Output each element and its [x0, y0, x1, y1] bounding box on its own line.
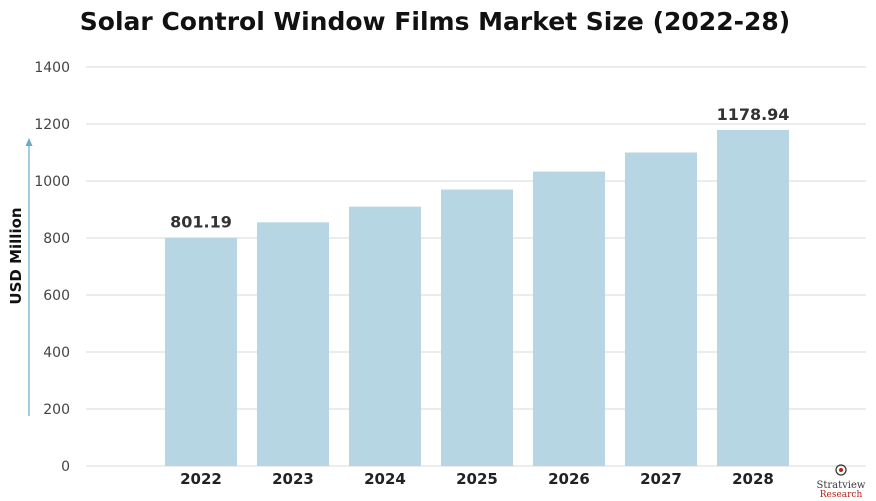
bar-2026 — [533, 171, 605, 466]
y-axis-label: USD Million — [7, 207, 25, 304]
bars — [165, 130, 789, 467]
y-tick-label: 1400 — [34, 60, 70, 76]
bar-2023 — [257, 222, 329, 466]
y-tick-label: 400 — [43, 345, 70, 361]
x-tick-label: 2023 — [272, 470, 314, 488]
bar-2028 — [717, 130, 789, 466]
bar-2024 — [349, 206, 421, 466]
x-tick-label: 2024 — [364, 470, 406, 488]
x-tick-label: 2028 — [732, 470, 774, 488]
x-tick-label: 2025 — [456, 470, 498, 488]
logo-icon — [835, 464, 847, 476]
bar-2022 — [165, 237, 237, 466]
bar-2025 — [441, 189, 513, 467]
data-labels: 801.19 1178.94 — [170, 105, 789, 232]
data-label: 801.19 — [170, 213, 232, 232]
logo-text-research: Research — [819, 490, 863, 500]
y-tick-label: 800 — [43, 231, 70, 247]
y-tick-label: 0 — [61, 459, 70, 475]
x-tick-label: 2022 — [180, 470, 222, 488]
logo-text-stratview: Stratview — [816, 480, 866, 491]
data-label: 1178.94 — [717, 105, 790, 124]
x-tick-label: 2027 — [640, 470, 682, 488]
y-axis-arrow — [25, 138, 33, 416]
x-axis-ticks: 2022 2023 2024 2025 2026 2027 2028 — [180, 470, 774, 488]
x-tick-label: 2026 — [548, 470, 590, 488]
stratview-logo: Stratview Research — [810, 462, 872, 500]
y-axis-ticks: 0 200 400 600 800 1000 1200 1400 — [34, 60, 70, 475]
y-tick-label: 200 — [43, 402, 70, 418]
bar-2027 — [625, 152, 697, 466]
y-tick-label: 1200 — [34, 117, 70, 133]
chart-title: Solar Control Window Films Market Size (… — [80, 7, 790, 36]
y-tick-label: 1000 — [34, 174, 70, 190]
y-tick-label: 600 — [43, 288, 70, 304]
